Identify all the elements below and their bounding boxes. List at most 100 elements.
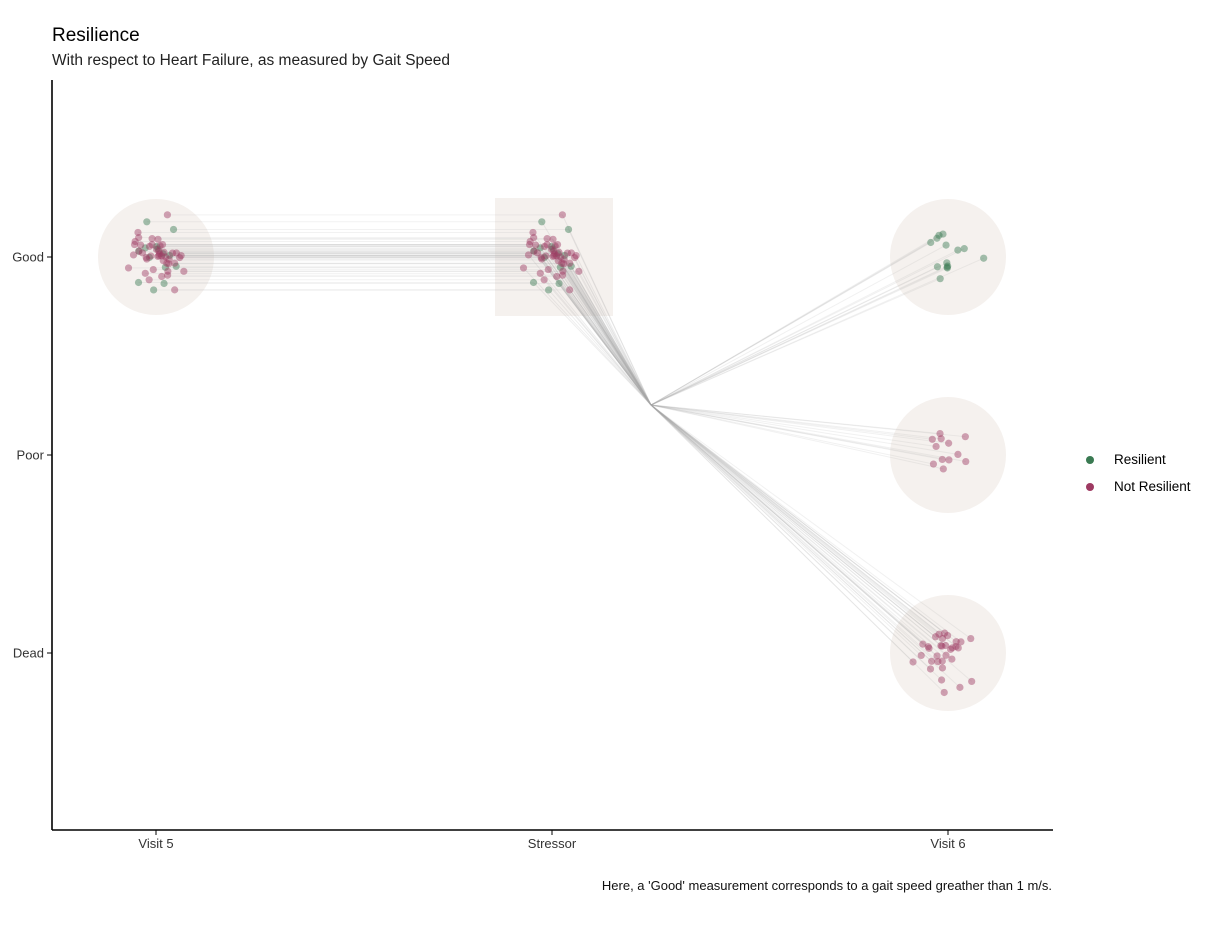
point-not-resilient-stressor — [543, 241, 551, 249]
link-hub-visit6 — [650, 404, 957, 647]
point-not-resilient-visit-5 — [129, 251, 138, 259]
point-resilient-visit-6 — [980, 254, 988, 262]
link-hub-visit6 — [650, 265, 948, 406]
point-resilient-visit-6 — [936, 275, 944, 283]
link-stressor-hub — [556, 255, 652, 406]
link-hub-visit6 — [650, 404, 943, 647]
point-resilient-stressor — [555, 279, 563, 288]
link-hub-visit6 — [650, 404, 949, 444]
point-not-resilient-visit-6 — [967, 634, 975, 643]
point-not-resilient-stressor — [530, 247, 538, 255]
point-not-resilient-stressor — [572, 252, 580, 260]
point-not-resilient-visit-6 — [924, 643, 932, 651]
link-hub-visit6 — [650, 404, 953, 649]
point-not-resilient-stressor — [544, 265, 552, 274]
link-hub-visit6 — [650, 404, 948, 636]
link-stressor-hub — [547, 269, 652, 406]
point-not-resilient-visit-6 — [919, 640, 927, 648]
point-not-resilient-visit-5 — [152, 245, 161, 253]
point-not-resilient-visit-6 — [936, 429, 944, 438]
point-resilient-stressor — [536, 244, 544, 252]
link-stressor-hub — [544, 246, 652, 406]
link-hub-visit6 — [650, 233, 944, 406]
point-not-resilient-visit-6 — [942, 641, 950, 650]
point-not-resilient-stressor — [549, 235, 557, 243]
point-not-resilient-visit-6 — [934, 658, 942, 666]
chart-caption: Here, a 'Good' measurement corresponds t… — [601, 878, 1052, 893]
point-not-resilient-visit-6 — [932, 442, 940, 451]
point-not-resilient-stressor — [547, 245, 556, 253]
point-not-resilient-stressor — [519, 264, 528, 272]
group-stressor-good — [495, 198, 613, 316]
link-hub-visit6 — [650, 404, 933, 440]
link-hub-visit6 — [650, 237, 938, 406]
point-not-resilient-stressor — [542, 252, 550, 260]
point-not-resilient-visit-5 — [145, 242, 154, 251]
point-resilient-visit-5 — [152, 242, 161, 251]
point-not-resilient-visit-5 — [163, 211, 172, 219]
point-not-resilient-visit-6 — [948, 655, 956, 663]
point-not-resilient-visit-6 — [939, 465, 947, 473]
link-hub-visit6 — [650, 234, 940, 406]
point-resilient-stressor — [567, 262, 575, 270]
link-stressor-hub — [561, 214, 652, 406]
link-hub-visit6 — [650, 404, 950, 461]
point-not-resilient-visit-6 — [935, 630, 943, 638]
link-hub-visit6 — [650, 404, 937, 447]
link-hub-visit6 — [650, 404, 940, 635]
point-resilient-visit-6 — [933, 234, 941, 242]
point-not-resilient-visit-6 — [945, 456, 953, 464]
point-resilient-visit-5 — [141, 244, 149, 252]
link-stressor-hub — [569, 289, 652, 406]
link-stressor-hub — [551, 246, 652, 406]
link-hub-visit6 — [650, 404, 959, 455]
point-resilient-stressor — [556, 263, 564, 271]
point-not-resilient-stressor — [540, 276, 548, 284]
x-tick-label-visit-5: Visit 5 — [138, 836, 173, 851]
point-not-resilient-stressor — [526, 237, 534, 246]
link-stressor-hub — [532, 232, 652, 406]
point-not-resilient-visit-5 — [138, 249, 147, 257]
point-not-resilient-visit-5 — [148, 235, 156, 243]
link-hub-visit6 — [650, 404, 947, 656]
point-resilient-visit-6 — [954, 246, 962, 254]
point-resilient-stressor — [549, 245, 557, 253]
link-stressor-hub — [541, 221, 652, 406]
link-stressor-hub — [545, 255, 652, 406]
link-stressor-hub — [557, 260, 652, 406]
link-hub-visit6 — [650, 266, 938, 406]
link-hub-visit6 — [650, 244, 947, 406]
point-not-resilient-stressor — [553, 252, 561, 260]
point-not-resilient-visit-5 — [156, 250, 164, 258]
link-hub-visit6 — [650, 404, 931, 670]
point-not-resilient-stressor — [530, 234, 538, 242]
link-stressor-hub — [563, 259, 652, 406]
legend: Resilient Not Resilient — [1086, 446, 1191, 500]
link-stressor-hub — [540, 257, 652, 406]
point-resilient-visit-5 — [159, 250, 167, 258]
link-stressor-hub — [564, 255, 652, 406]
link-stressor-hub — [556, 276, 652, 406]
link-stressor-hub — [529, 244, 652, 406]
link-stressor-hub — [558, 252, 652, 406]
point-resilient-visit-6 — [927, 238, 935, 247]
point-not-resilient-stressor — [538, 255, 546, 263]
point-not-resilient-visit-5 — [156, 242, 164, 250]
link-hub-visit6 — [650, 404, 929, 648]
point-not-resilient-visit-6 — [929, 460, 938, 468]
point-not-resilient-visit-6 — [945, 439, 953, 447]
point-not-resilient-visit-5 — [180, 267, 188, 275]
point-not-resilient-visit-6 — [928, 657, 936, 665]
point-not-resilient-stressor — [550, 247, 558, 255]
point-not-resilient-visit-5 — [143, 255, 151, 263]
point-not-resilient-stressor — [558, 259, 566, 267]
link-stressor-hub — [546, 244, 652, 406]
link-stressor-hub — [543, 279, 652, 406]
point-not-resilient-visit-5 — [165, 260, 173, 268]
point-not-resilient-visit-5 — [172, 249, 180, 257]
point-not-resilient-stressor — [550, 251, 558, 260]
point-not-resilient-stressor — [558, 211, 567, 219]
point-not-resilient-visit-6 — [954, 450, 962, 459]
link-hub-visit6 — [650, 257, 984, 406]
point-not-resilient-stressor — [559, 271, 567, 279]
